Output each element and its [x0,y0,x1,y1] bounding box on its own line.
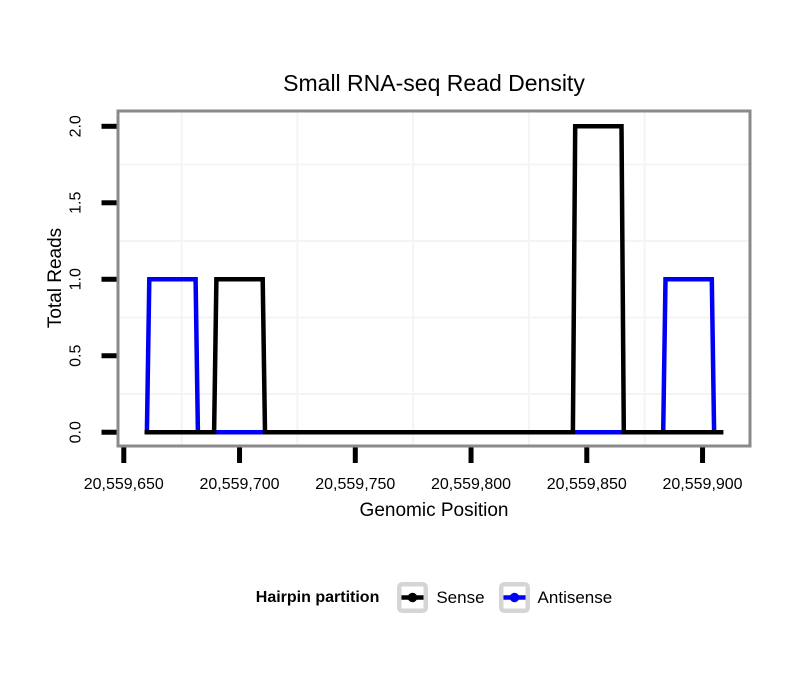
panel-border-rect [116,109,752,448]
y-tick-label: 0.5 [68,345,85,367]
series-lines [144,124,724,435]
series-line-sense [144,124,724,435]
legend-key-antisense [498,582,530,613]
series-line-antisense [144,277,717,435]
y-tick-label: 1.0 [68,268,85,290]
legend-label-sense: Sense [436,587,485,607]
y-tick-label: 2.0 [68,115,85,137]
x-tick-label: 20,559,750 [315,476,395,493]
x-tick-label: 20,559,900 [663,476,743,493]
legend-key-sense [397,582,429,613]
x-tick-label: 20,559,850 [547,476,627,493]
x-axis-title: Genomic Position [359,500,509,521]
legend-label-antisense: Antisense [537,587,613,607]
axis-ticks [101,123,706,463]
legend-title: Hairpin partition [255,588,380,606]
legend: Hairpin partition Sense Antisense [118,581,750,614]
point-line-key-icon [498,582,530,613]
gridlines-minor [118,111,750,446]
chart-title: Small RNA-seq Read Density [283,70,585,96]
legend-item-sense: Sense [397,582,485,613]
legend-item-antisense: Antisense [498,582,613,613]
x-tick-label: 20,559,800 [431,476,511,493]
axis-tick-labels: 20,559,650 20,559,700 20,559,750 20,559,800… [68,115,743,493]
panel-border [116,109,752,448]
x-tick-label: 20,559,650 [84,476,164,493]
y-tick-label: 1.5 [68,192,85,214]
y-axis-title: Total Reads [45,227,66,329]
point-line-key-icon [397,582,429,613]
x-tick-label: 20,559,700 [199,476,279,493]
y-tick-label: 0.0 [68,421,85,443]
